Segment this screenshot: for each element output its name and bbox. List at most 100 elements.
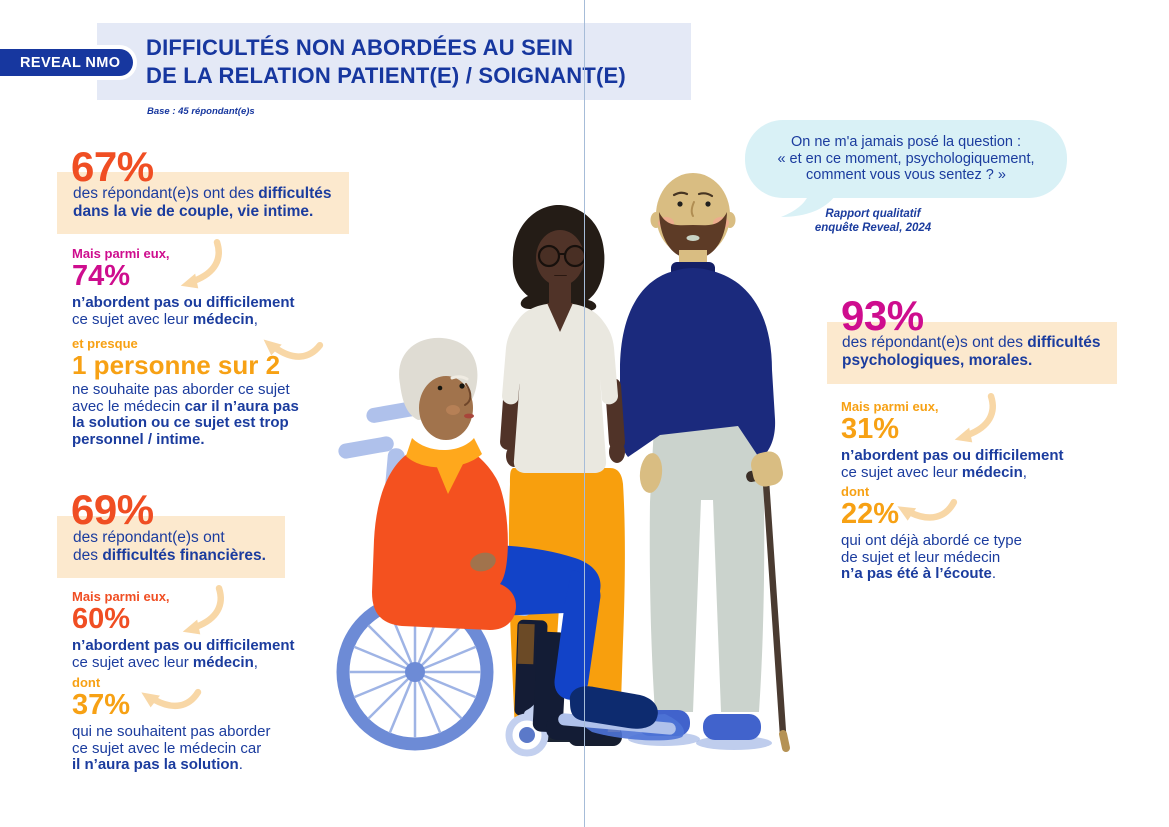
elderly-hand <box>470 552 496 572</box>
text-segment-bold: n’a pas été à l’écoute <box>841 565 992 582</box>
stat-couple-box <box>57 172 349 234</box>
text-segment-bold: médecin <box>192 653 254 671</box>
text-segment: des répondant(e)s ont des <box>842 334 1028 351</box>
man-with-cane <box>619 173 790 752</box>
substat-value: 31% <box>841 413 900 445</box>
quote-bubble-tail <box>781 196 835 217</box>
reveal-nmo-badge: REVEAL NMO <box>0 45 137 80</box>
text-segment: , <box>253 653 258 671</box>
text-segment-bold: car il n’aura pas <box>184 397 299 415</box>
text-segment: ce sujet avec leur <box>72 653 193 671</box>
text-segment: des <box>73 546 103 564</box>
stat-couple-value: 67% <box>71 143 154 190</box>
substat-text: n’abordent pas ou difficilement ce sujet… <box>72 637 352 671</box>
man-sweater <box>619 268 776 459</box>
quote-text: On ne m'a jamais posé la question : « et… <box>777 134 1034 184</box>
quote-bubble: On ne m'a jamais posé la question : « et… <box>745 120 1067 198</box>
curved-arrow-icon <box>263 339 324 360</box>
source-line-1: Rapport qualitatif <box>825 208 921 220</box>
quote-line-2: « et en ce moment, psychologiquement, <box>777 150 1035 167</box>
text-segment-bold: personnel / intime. <box>72 430 205 448</box>
quote-source: Rapport qualitatif enquête Reveal, 2024 <box>798 207 948 235</box>
page-title: DIFFICULTÉS NON ABORDÉES AU SEIN DE LA R… <box>146 34 626 90</box>
text-segment: des répondant(e)s ont des <box>73 185 259 202</box>
substat-label: Mais parmi eux, <box>72 246 170 261</box>
text-segment-bold: n’abordent pas ou difficilement <box>72 637 295 654</box>
substat-text: n’abordent pas ou difficilement ce sujet… <box>841 447 1121 481</box>
substat-value: 74% <box>72 260 131 292</box>
substat-value: 60% <box>72 603 131 635</box>
substat-label: Mais parmi eux, <box>72 589 170 604</box>
substat-financial-60: Mais parmi eux, 60% n’abordent pas ou di… <box>72 590 352 671</box>
substat-label: dont <box>841 484 870 499</box>
center-fold-line <box>584 0 585 827</box>
text-segment: qui ne souhaitent pas aborder <box>72 723 271 740</box>
text-segment-bold: dans la vie de couple, vie intime. <box>73 202 314 220</box>
stat-financial-box <box>57 516 285 578</box>
text-segment-bold: difficultés financières. <box>102 546 266 564</box>
text-segment: de sujet et leur médecin <box>841 548 1001 566</box>
substat-one-in-two: et presque 1 personne sur 2 ne souhaite … <box>72 337 362 448</box>
elderly-scarf <box>406 438 482 468</box>
text-segment-bold: médecin <box>192 310 254 328</box>
text-segment-bold: difficultés <box>1027 334 1101 351</box>
stat-financial-value: 69% <box>71 486 154 533</box>
illustration-patients <box>336 173 790 757</box>
man-hand-right <box>751 451 783 487</box>
woman-face <box>536 230 584 286</box>
substat-psych-31: Mais parmi eux, 31% n’abordent pas ou di… <box>841 400 1121 481</box>
substat-text: ne souhaite pas aborder ce sujet avec le… <box>72 381 362 448</box>
title-line-1: DIFFICULTÉS NON ABORDÉES AU SEIN <box>146 35 574 60</box>
text-segment: , <box>253 310 258 328</box>
man-shoe-right <box>703 714 761 740</box>
substat-couple-74: Mais parmi eux, 74% n’abordent pas ou di… <box>72 247 352 328</box>
text-segment-bold: psychologiques, morales. <box>842 351 1033 369</box>
text-segment: des répondant(e)s ont <box>73 529 225 546</box>
elderly-top <box>372 450 516 630</box>
text-segment-bold: n’abordent pas ou difficilement <box>72 294 295 311</box>
substat-value: 22% <box>841 498 900 530</box>
badge-label: REVEAL NMO <box>20 54 121 71</box>
text-segment: ce sujet avec leur <box>72 310 193 328</box>
text-segment: . <box>991 565 997 582</box>
walking-cane <box>762 478 787 738</box>
substat-label: Mais parmi eux, <box>841 399 939 414</box>
text-segment: ce sujet avec le médecin car <box>72 739 262 757</box>
text-segment: . <box>238 756 243 773</box>
elderly-face <box>419 376 473 440</box>
curved-arrow-icon <box>182 585 224 635</box>
wheelchair <box>336 534 551 757</box>
title-band <box>97 23 691 100</box>
stat-psych-value: 93% <box>841 292 924 339</box>
text-segment-bold: n’abordent pas ou difficilement <box>841 447 1064 464</box>
glasses <box>537 244 561 268</box>
quote-line-1: On ne m'a jamais posé la question : <box>790 134 1022 151</box>
elderly-woman <box>372 337 685 741</box>
woman-top <box>502 303 618 473</box>
elderly-shoe <box>569 686 658 729</box>
substat-label: et presque <box>72 336 138 351</box>
text-segment: , <box>1022 463 1027 481</box>
substat-text: qui ont déjà abordé ce type de sujet et … <box>841 532 1121 583</box>
stat-psych-box <box>827 322 1117 384</box>
substat-psych-22: dont 22% qui ont déjà abordé ce type de … <box>841 485 1121 583</box>
text-segment: qui ont déjà abordé ce type <box>841 532 1022 549</box>
text-segment-bold: la solution ou ce sujet est trop <box>72 414 289 431</box>
stat-couple-text: des répondant(e)s ont des difficultés da… <box>73 185 345 220</box>
quote-line-3: comment vous vous sentez ? » <box>806 167 1006 184</box>
substat-text: n’abordent pas ou difficilement ce sujet… <box>72 294 352 328</box>
man-hand-left <box>639 453 663 493</box>
source-line-2: enquête Reveal, 2024 <box>814 222 932 234</box>
curved-arrow-icon <box>141 688 202 710</box>
substat-text: qui ne souhaitent pas aborder ce sujet a… <box>72 723 352 774</box>
base-note: Base : 45 répondant(e)s <box>147 106 255 117</box>
title-line-2: DE LA RELATION PATIENT(E) / SOIGNANT(E) <box>146 63 626 88</box>
text-segment: avec le médecin <box>72 397 185 415</box>
substat-label: dont <box>72 675 101 690</box>
curved-arrow-icon <box>897 498 958 521</box>
substat-value: 1 personne sur 2 <box>72 350 281 380</box>
text-segment-bold: difficultés <box>258 185 332 202</box>
text-segment-bold: médecin <box>961 463 1023 481</box>
curved-arrow-icon <box>954 393 996 443</box>
